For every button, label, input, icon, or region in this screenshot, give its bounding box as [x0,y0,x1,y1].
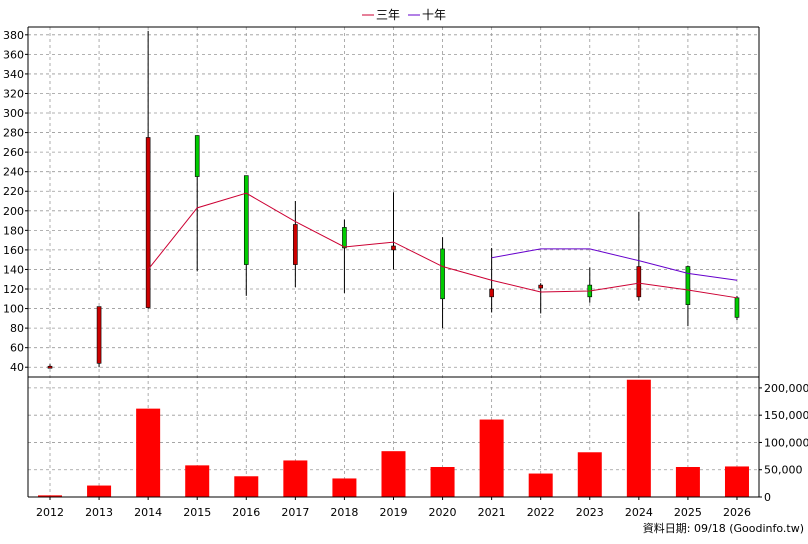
candle-body [342,227,347,249]
volume-bar [626,379,651,497]
volume-tick-label: 150,000 [764,409,808,422]
moving-average-lines [147,192,738,299]
volume-bar [283,460,308,497]
price-tick-label: 80 [10,322,24,335]
price-tick-label: 120 [3,283,24,296]
price-tick-label: 300 [3,107,24,120]
price-tick-label: 100 [3,303,24,316]
legend-label-3y: 三年 [376,8,400,22]
legend: 三年 十年 [362,8,446,22]
candle-body [440,248,445,300]
price-tick-label: 380 [3,29,24,42]
candle-body [391,245,396,251]
volume-bar [234,476,259,497]
price-tick-label: 280 [3,127,24,140]
x-tick-label: 2021 [478,506,506,519]
legend-label-10y: 十年 [422,8,446,22]
candle-body [47,365,53,369]
candle-body [243,175,249,265]
price-tick-label: 160 [3,244,24,257]
volume-bar [430,467,455,497]
x-tick-label: 2024 [625,506,653,519]
candle-body [293,224,298,265]
candle-body [685,266,691,305]
x-tick-label: 2015 [183,506,211,519]
candle-body [489,288,494,298]
x-tick-label: 2014 [134,506,162,519]
x-axis-labels: 2012 2013 2014 2015 2016 2017 2018 2019 2020 2021… [36,497,751,519]
candle-body [194,135,200,177]
price-tick-label: 200 [3,205,24,218]
x-tick-label: 2018 [330,506,358,519]
x-tick-label: 2023 [576,506,604,519]
price-tick-label: 40 [10,361,24,374]
candles [47,30,740,369]
price-tick-label: 180 [3,224,24,237]
volume-bar [185,465,210,497]
volume-bar [381,451,406,497]
x-tick-label: 2026 [723,506,751,519]
volume-tick-label: 50,000 [764,464,803,477]
volume-bar [675,467,700,497]
price-tick-label: 60 [10,342,24,355]
x-tick-label: 2025 [674,506,702,519]
volume-bar [577,452,602,497]
x-tick-label: 2013 [85,506,113,519]
price-tick-label: 340 [3,68,24,81]
candle-body [538,284,544,289]
price-tick-label: 260 [3,146,24,159]
candle-body [734,297,740,318]
volume-tick-label: 100,000 [764,436,808,449]
volume-bars [38,379,749,497]
volume-bar [724,466,749,497]
x-tick-label: 2020 [429,506,457,519]
source-note: 資料日期: 09/18 (Goodinfo.tw) [643,521,804,535]
volume-tick-label: 200,000 [764,382,808,395]
volume-bar [332,478,357,497]
volume-bar [38,495,62,497]
price-tick-label: 360 [3,48,24,61]
x-tick-label: 2016 [232,506,260,519]
x-tick-label: 2017 [281,506,309,519]
price-tick-label: 240 [3,166,24,179]
ma-line [147,192,738,299]
price-tick-label: 320 [3,87,24,100]
volume-bar [528,473,553,497]
x-tick-label: 2019 [379,506,407,519]
x-tick-label: 2012 [36,506,64,519]
volume-bar [87,485,112,497]
x-tick-label: 2022 [527,506,555,519]
candle-body [636,266,642,298]
ma-line [491,248,738,281]
volume-tick-label: 0 [764,491,771,504]
candle-body [96,306,102,364]
candle-body [145,137,151,308]
volume-bar [479,419,504,497]
price-tick-label: 140 [3,263,24,276]
volume-bar [136,408,161,497]
price-tick-label: 220 [3,185,24,198]
